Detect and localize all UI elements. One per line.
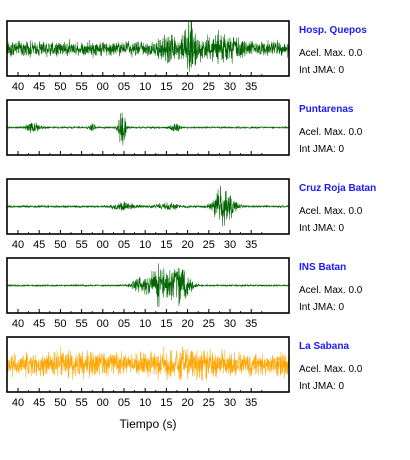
panel-frame — [6, 20, 290, 77]
int-jma-label: Int JMA: 0 — [299, 381, 344, 392]
x-tick-label: 40 — [12, 81, 24, 93]
panel-frame — [6, 99, 290, 156]
x-tick-label: 00 — [97, 81, 109, 93]
x-tick-label: 15 — [160, 239, 172, 251]
station-name: Cruz Roja Batan — [299, 183, 376, 194]
x-tick-label: 15 — [160, 397, 172, 409]
station-name: Hosp. Quepos — [299, 25, 367, 36]
x-tick-label: 55 — [75, 239, 87, 251]
x-tick-label: 05 — [118, 397, 130, 409]
x-tick-label: 40 — [12, 397, 24, 409]
waveform-5 — [7, 346, 289, 382]
x-tick-label: 40 — [12, 239, 24, 251]
int-jma-label: Int JMA: 0 — [299, 144, 344, 155]
x-tick-label: 30 — [224, 81, 236, 93]
acel-max-label: Acel. Max. 0.0 — [299, 364, 363, 375]
x-axis-label: Tiempo (s) — [120, 417, 177, 431]
x-tick-label: 20 — [181, 239, 193, 251]
int-jma-label: Int JMA: 0 — [299, 302, 344, 313]
station-name: La Sabana — [299, 341, 349, 352]
panel-frame — [6, 257, 290, 314]
x-tick-label: 35 — [245, 81, 257, 93]
x-tick-label: 05 — [118, 239, 130, 251]
panel-frame — [6, 336, 290, 393]
x-tick-label: 20 — [181, 81, 193, 93]
panel-1: 40 45 50 55 00 05 10 15 20 25 30 35 Hosp. Quepos Acel… — [6, 20, 367, 93]
waveform-2 — [7, 112, 289, 146]
x-tick-label: 35 — [245, 318, 257, 330]
x-tick-label: 50 — [54, 239, 66, 251]
x-tick-label: 00 — [97, 318, 109, 330]
x-tick-label: 00 — [97, 397, 109, 409]
x-tick-label: 00 — [97, 239, 109, 251]
x-tick-label: 40 — [12, 318, 24, 330]
acel-max-label: Acel. Max. 0.0 — [299, 206, 363, 217]
x-tick-label: 10 — [139, 397, 151, 409]
acel-max-label: Acel. Max. 0.0 — [299, 48, 363, 59]
x-tick-label: 45 — [33, 397, 45, 409]
panel-3: 40 45 50 55 00 05 10 15 20 25 30 35 Cruz Roja Batan A… — [6, 178, 376, 251]
waveform-3 — [7, 185, 289, 227]
x-tick-label: 30 — [224, 318, 236, 330]
x-tick-label: 35 — [245, 397, 257, 409]
x-tick-label: 25 — [203, 397, 215, 409]
acel-max-label: Acel. Max. 0.0 — [299, 285, 363, 296]
acel-max-label: Acel. Max. 0.0 — [299, 127, 363, 138]
x-tick-label: 45 — [33, 239, 45, 251]
x-tick-label: 45 — [33, 318, 45, 330]
x-tick-label: 10 — [139, 81, 151, 93]
x-tick-label: 20 — [181, 318, 193, 330]
waveform-4 — [7, 263, 289, 308]
x-tick-label: 15 — [160, 318, 172, 330]
int-jma-label: Int JMA: 0 — [299, 65, 344, 76]
panel-frame — [6, 178, 290, 235]
waveform-1 — [7, 21, 289, 72]
x-tick-label: 25 — [203, 239, 215, 251]
x-tick-label: 55 — [75, 81, 87, 93]
x-tick-label: 25 — [203, 81, 215, 93]
x-tick-label: 55 — [75, 397, 87, 409]
panel-4: 40 45 50 55 00 05 10 15 20 25 30 35 INS Batan Acel. M… — [6, 257, 363, 330]
x-tick-label: 05 — [118, 81, 130, 93]
station-name: INS Batan — [299, 262, 346, 273]
x-tick-label: 50 — [54, 81, 66, 93]
x-tick-label: 25 — [203, 318, 215, 330]
x-tick-label: 45 — [33, 81, 45, 93]
int-jma-label: Int JMA: 0 — [299, 223, 344, 234]
x-tick-label: 35 — [245, 239, 257, 251]
x-tick-label: 20 — [181, 397, 193, 409]
x-tick-label: 10 — [139, 318, 151, 330]
station-name: Puntarenas — [299, 104, 354, 115]
x-tick-label: 55 — [75, 318, 87, 330]
panel-2: Puntarenas Acel. Max. 0.0 Int JMA: 0 — [6, 99, 363, 156]
x-tick-label: 05 — [118, 318, 130, 330]
x-tick-label: 50 — [54, 397, 66, 409]
x-tick-label: 30 — [224, 239, 236, 251]
x-tick-label: 50 — [54, 318, 66, 330]
panel-5: 40 45 50 55 00 05 10 15 20 25 30 35 La Sabana Acel. M… — [6, 336, 363, 409]
x-tick-label: 15 — [160, 81, 172, 93]
x-tick-label: 30 — [224, 397, 236, 409]
x-tick-label: 10 — [139, 239, 151, 251]
